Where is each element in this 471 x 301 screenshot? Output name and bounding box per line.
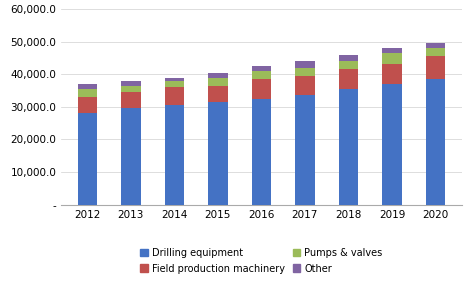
Bar — [295, 61, 315, 68]
Bar — [164, 81, 184, 87]
Bar — [426, 79, 445, 205]
Bar — [426, 56, 445, 79]
Bar — [339, 55, 358, 61]
Bar — [426, 43, 445, 48]
Bar — [252, 66, 271, 71]
Bar — [339, 69, 358, 89]
Bar — [78, 113, 97, 205]
Bar — [426, 48, 445, 56]
Bar — [164, 78, 184, 81]
Bar — [339, 61, 358, 69]
Bar — [295, 68, 315, 76]
Legend: Drilling equipment, Field production machinery, Pumps & valves, Other: Drilling equipment, Field production mac… — [138, 245, 385, 276]
Bar — [164, 87, 184, 105]
Bar — [78, 97, 97, 113]
Bar — [164, 105, 184, 205]
Bar — [208, 77, 227, 86]
Bar — [78, 84, 97, 89]
Bar — [208, 102, 227, 205]
Bar — [121, 108, 141, 205]
Bar — [208, 86, 227, 102]
Bar — [339, 89, 358, 205]
Bar — [295, 76, 315, 95]
Bar — [78, 89, 97, 97]
Bar — [121, 81, 141, 86]
Bar — [121, 86, 141, 92]
Bar — [252, 71, 271, 79]
Bar — [382, 64, 402, 84]
Bar — [252, 79, 271, 99]
Bar — [252, 99, 271, 205]
Bar — [208, 73, 227, 77]
Bar — [382, 53, 402, 64]
Bar — [382, 48, 402, 53]
Bar — [295, 95, 315, 205]
Bar — [121, 92, 141, 108]
Bar — [382, 84, 402, 205]
